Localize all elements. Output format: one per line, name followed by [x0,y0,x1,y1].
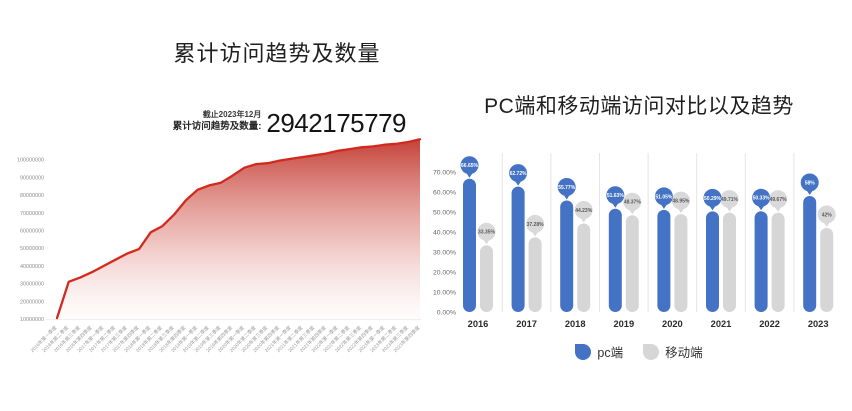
value-bubble [769,190,788,209]
value-bubble [703,188,722,207]
mobile-bar [674,214,688,312]
svg-text:100000000: 100000000 [17,158,44,164]
svg-text:50000000: 50000000 [20,246,44,252]
svg-text:80000000: 80000000 [20,193,44,199]
svg-text:2017: 2017 [516,319,537,329]
svg-text:44.23%: 44.23% [575,208,593,214]
value-bubble [752,188,771,207]
pc-bar [706,211,719,312]
svg-text:2016: 2016 [468,319,489,329]
pc-bar [754,211,768,312]
comparison-chart-title: PC端和移动端访问对比以及趋势 [484,95,794,118]
value-bubble [800,173,819,192]
svg-text:90000000: 90000000 [20,175,44,181]
comparison-bar-chart: 0.00% 10.00% 20.00% 30.00% 40.00% 50.00% 60.00… [433,153,836,329]
pc-bar [463,178,476,312]
svg-text:0.00%: 0.00% [437,309,456,316]
svg-text:66.65%: 66.65% [461,163,479,169]
svg-text:42%: 42% [822,212,833,218]
mobile-bar [723,212,736,312]
svg-text:40000000: 40000000 [20,264,44,270]
svg-text:62.72%: 62.72% [510,171,528,177]
mobile-bar [771,212,785,312]
mobile-legend-label: 移动端 [665,346,703,360]
value-bubble [557,178,576,196]
svg-text:60000000: 60000000 [20,229,44,235]
svg-text:51.63%: 51.63% [607,193,625,199]
value-bubble [720,190,739,209]
svg-text:20.00%: 20.00% [433,269,456,276]
value-bubble [654,187,673,206]
svg-text:2022: 2022 [759,319,780,329]
cumulative-area-chart: 10000000 20000000 30000000 40000000 50000000… [17,138,422,354]
svg-text:10000000: 10000000 [20,317,44,323]
svg-text:49.67%: 49.67% [770,197,788,203]
mobile-bar [528,237,542,312]
svg-text:37.28%: 37.28% [527,222,545,228]
cumulative-panel: 累计访问趋势及数量 截止2023年12月 累计访问趋势及数量: 29421757… [0,41,422,354]
value-bubble [817,205,836,224]
chart-legend: pc端 移动端 [426,342,852,361]
value-bubble [460,156,479,175]
pc-bar [657,209,671,312]
pc-bar [608,208,622,312]
svg-text:20000000: 20000000 [20,299,44,305]
svg-text:60.00%: 60.00% [433,189,456,196]
svg-text:10.00%: 10.00% [433,289,456,296]
svg-text:50.29%: 50.29% [704,196,722,202]
pc-legend-marker-icon [575,343,592,360]
svg-text:48.95%: 48.95% [672,199,690,205]
svg-text:2020: 2020 [662,319,683,329]
cumulative-total-value: 2942175779 [266,108,406,138]
mobile-bar [820,228,834,312]
pc-bar [511,186,525,312]
cumulative-stats-label: 累计访问趋势及数量: [172,121,262,133]
value-bubble [574,201,593,219]
mobile-legend-marker-icon [643,343,660,360]
legend-item-pc: pc端 [575,342,623,361]
comparison-panel: PC端和移动端访问对比以及趋势 0.00% 10.00% 20.00% 30.00% 4… [426,0,852,411]
svg-text:58%: 58% [805,180,816,186]
svg-text:50.33%: 50.33% [753,196,771,202]
svg-text:2018: 2018 [565,319,586,329]
pc-bar [803,196,817,312]
value-bubble [606,186,625,205]
value-bubble [526,214,545,233]
area-line [55,138,422,320]
mobile-bar [625,215,639,312]
value-bubble [623,192,642,211]
svg-text:33.35%: 33.35% [478,230,496,236]
value-bubble [671,191,690,210]
svg-text:30.00%: 30.00% [433,249,456,256]
svg-text:70.00%: 70.00% [433,169,456,176]
svg-text:55.77%: 55.77% [558,185,576,191]
svg-text:2021: 2021 [711,319,732,329]
svg-text:2019: 2019 [613,319,634,329]
value-bubble [477,222,496,241]
svg-text:49.71%: 49.71% [721,197,739,203]
svg-text:2023: 2023 [808,319,829,329]
svg-text:40.00%: 40.00% [433,229,456,236]
as-of-date: 截止2023年12月 [202,110,262,120]
cumulative-stats: 截止2023年12月 累计访问趋势及数量: 2942175779 [0,108,407,138]
svg-text:70000000: 70000000 [20,211,44,217]
area-fill [57,139,420,319]
legend-item-mobile: 移动端 [643,342,703,361]
mobile-bar [577,223,591,312]
svg-text:51.05%: 51.05% [655,194,673,200]
mobile-bar [480,245,493,312]
pc-legend-label: pc端 [597,346,624,360]
value-bubble [509,164,528,183]
svg-text:48.37%: 48.37% [624,200,642,206]
svg-text:30000000: 30000000 [20,282,44,288]
cumulative-stats-labels: 截止2023年12月 累计访问趋势及数量: [173,110,262,136]
pc-bar [560,200,574,312]
cumulative-chart-title: 累计访问趋势及数量 [173,41,381,66]
svg-text:50.00%: 50.00% [433,209,456,216]
